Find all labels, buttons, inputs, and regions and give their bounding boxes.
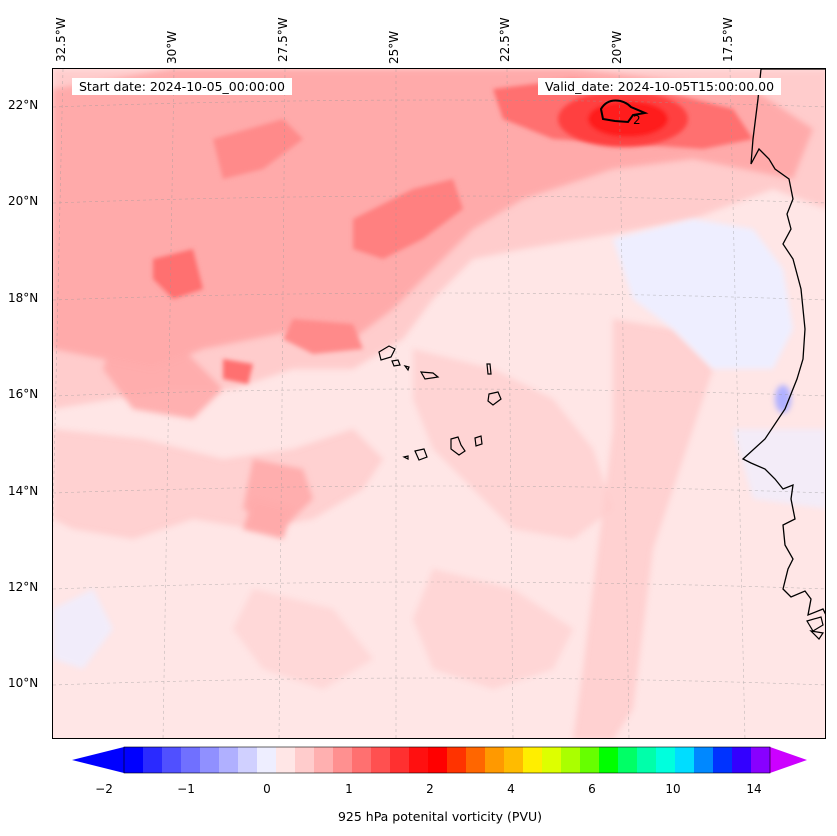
colorbar-tick: 14 (746, 782, 762, 796)
lon-label-30w: 30°W (165, 30, 179, 64)
colorbar-segment (713, 747, 733, 773)
colorbar-tick: 2 (426, 782, 434, 796)
colorbar-segment (200, 747, 220, 773)
colorbar-segment (162, 747, 182, 773)
colorbar-segment (371, 747, 391, 773)
pv-field-map: 2 (53, 69, 825, 738)
colorbar-segment (409, 747, 429, 773)
colorbar-segment (580, 747, 600, 773)
colorbar-segment (295, 747, 315, 773)
colorbar-segment (485, 747, 505, 773)
colorbar-extend-high (770, 747, 807, 773)
colorbar-tick: 0 (263, 782, 271, 796)
colorbar-segment (352, 747, 372, 773)
colorbar-segment (542, 747, 562, 773)
colorbar-label: 925 hPa potenital vorticity (PVU) (337, 809, 543, 824)
colorbar-segment (257, 747, 277, 773)
lat-label-22n: 22°N (8, 98, 39, 112)
colorbar (72, 746, 807, 774)
pv-2-contour-label: 2 (633, 113, 641, 127)
colorbar-segment (390, 747, 410, 773)
colorbar-segment (314, 747, 334, 773)
colorbar-segment (561, 747, 581, 773)
colorbar-segment (124, 747, 144, 773)
colorbar-segment (181, 747, 201, 773)
pv-contours-peak (558, 91, 688, 147)
pv-contours-negative (53, 219, 825, 669)
colorbar-segment (675, 747, 695, 773)
lat-label-12n: 12°N (8, 580, 39, 594)
pv-2-contour (599, 99, 649, 124)
map-panel: 2 (52, 68, 826, 739)
colorbar-segment (656, 747, 676, 773)
colorbar-segment (219, 747, 239, 773)
lat-label-16n: 16°N (8, 387, 39, 401)
lon-label-17-5w: 17.5°W (721, 17, 735, 62)
valid-date-label: Valid_date: 2024-10-05T15:00:00.00 (538, 78, 782, 95)
colorbar-tick: 6 (588, 782, 596, 796)
colorbar-segment (694, 747, 714, 773)
lon-label-32-5w: 32.5°W (54, 17, 68, 62)
lon-label-25w: 25°W (387, 30, 401, 64)
colorbar-extend-low (72, 747, 124, 773)
colorbar-segment (618, 747, 638, 773)
colorbar-segment (523, 747, 543, 773)
colorbar-tick: 1 (345, 782, 353, 796)
west-africa-coastline (741, 69, 825, 617)
colorbar-tick: −2 (95, 782, 113, 796)
map-gridlines (53, 69, 825, 738)
colorbar-segment (732, 747, 752, 773)
colorbar-segment (599, 747, 619, 773)
colorbar-segment (333, 747, 353, 773)
lat-label-20n: 20°N (8, 194, 39, 208)
lat-label-14n: 14°N (8, 484, 39, 498)
colorbar-segment (276, 747, 296, 773)
colorbar-tick: −1 (177, 782, 195, 796)
colorbar-segment (504, 747, 524, 773)
coastline-islands (806, 616, 825, 640)
colorbar-tick: 10 (665, 782, 681, 796)
colorbar-segment (466, 747, 486, 773)
colorbar-segment (428, 747, 448, 773)
start-date-label: Start date: 2024-10-05_00:00:00 (72, 78, 292, 95)
colorbar-segment (637, 747, 657, 773)
lon-label-20w: 20°W (610, 30, 624, 64)
lon-label-22-5w: 22.5°W (498, 17, 512, 62)
colorbar-segment (238, 747, 258, 773)
colorbar-segment (751, 747, 771, 773)
colorbar-tick: 4 (507, 782, 515, 796)
lat-label-10n: 10°N (8, 676, 39, 690)
lon-label-27-5w: 27.5°W (276, 17, 290, 62)
colorbar-segment (447, 747, 467, 773)
colorbar-segment (143, 747, 163, 773)
cape-verde-islands (378, 345, 502, 461)
lat-label-18n: 18°N (8, 291, 39, 305)
